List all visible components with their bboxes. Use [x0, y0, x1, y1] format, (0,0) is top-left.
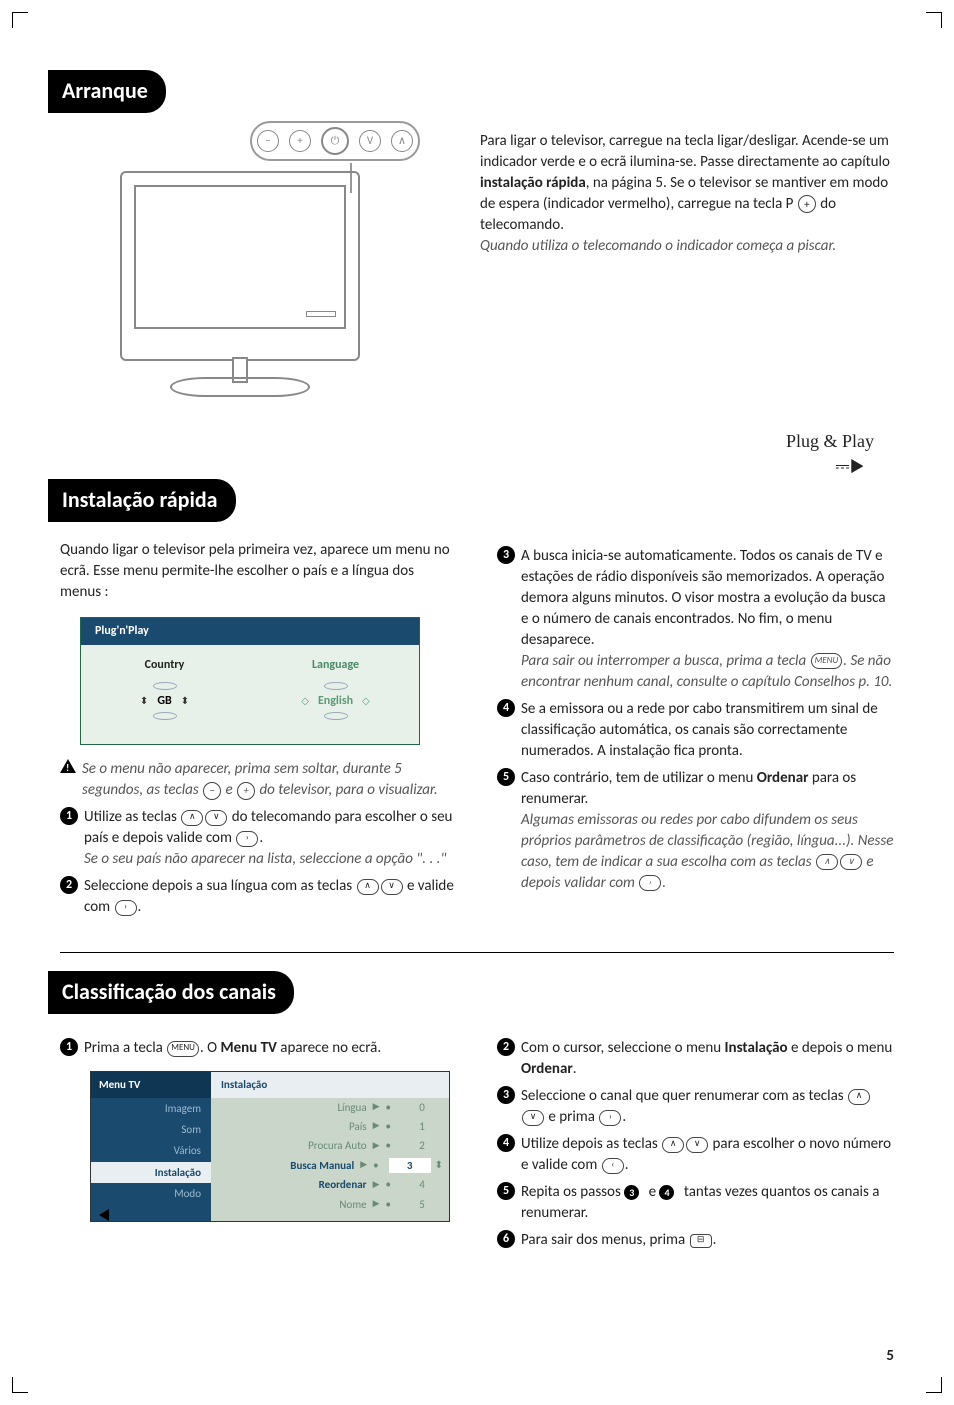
- menu-osd: Menu TV ImagemSomVáriosInstalaçãoModo In…: [90, 1071, 450, 1221]
- tv-btn-power: ⏻: [321, 127, 349, 155]
- tv-button-callout: − + ⏻ V ∧: [250, 121, 420, 161]
- menu-left-item: Instalação: [91, 1162, 211, 1183]
- crop-mark: [926, 1377, 942, 1393]
- step-num-2: 2: [497, 1038, 515, 1056]
- menu-arrow-icon: [99, 1209, 109, 1221]
- menu-row: Nome▶•5: [211, 1195, 449, 1214]
- classificacao-step1: 1 Prima a tecla MENU. O Menu TV aparece …: [60, 1038, 457, 1059]
- down-icon: ∨: [840, 854, 862, 870]
- section-title-instalacao: Instalação rápida: [48, 479, 236, 522]
- step-num-5: 5: [497, 768, 515, 786]
- page-number: 5: [886, 1346, 894, 1367]
- menu-left-item: Vários: [91, 1140, 211, 1161]
- step-num-1: 1: [60, 807, 78, 825]
- step-num-2: 2: [60, 876, 78, 894]
- section-title-classificacao: Classificação dos canais: [48, 971, 294, 1014]
- section-title-arranque: Arranque: [48, 70, 166, 113]
- crop-mark: [12, 12, 28, 28]
- up-icon: ∧: [816, 854, 838, 870]
- right-icon: ›: [115, 900, 137, 916]
- tv-btn-minus: −: [257, 130, 279, 152]
- step-num-6: 6: [497, 1230, 515, 1248]
- up-icon: ∧: [357, 879, 379, 895]
- osd-header: Plug'n'Play: [81, 618, 419, 645]
- menu-row: Língua▶•0: [211, 1098, 449, 1117]
- instalacao-warning: Se o menu não aparecer, prima sem soltar…: [60, 759, 457, 801]
- warning-icon: [60, 759, 76, 773]
- menu-left-header: Menu TV: [91, 1072, 211, 1097]
- right-icon: ›: [639, 875, 661, 891]
- ref-step4-icon: 4: [659, 1185, 674, 1200]
- right-icon: ›: [236, 831, 258, 847]
- down-icon: ∨: [686, 1137, 708, 1153]
- step-num-5: 5: [497, 1182, 515, 1200]
- minus-icon: −: [203, 782, 221, 800]
- down-icon: ∨: [522, 1110, 544, 1126]
- plug-icon: ⎓▶: [60, 454, 894, 479]
- menu-row: Busca Manual▶•3⬍: [211, 1156, 449, 1175]
- classificacao-step6: 6 Para sair dos menus, prima ⊟.: [497, 1230, 894, 1251]
- menu-icon: MENU: [811, 653, 843, 669]
- instalacao-step3: 3 A busca inicia-se automaticamente. Tod…: [497, 546, 894, 693]
- divider: [60, 952, 894, 953]
- menu-row: Reordenar▶•4: [211, 1175, 449, 1194]
- crop-mark: [926, 12, 942, 28]
- tv-btn-up: ∧: [391, 130, 413, 152]
- step-num-1: 1: [60, 1038, 78, 1056]
- step-num-4: 4: [497, 1134, 515, 1152]
- plug-and-play-label: Plug & Play: [60, 429, 894, 454]
- osd-country-value: GB: [137, 694, 192, 708]
- menu-left-item: Som: [91, 1119, 211, 1140]
- instalacao-step4: 4 Se a emissora ou a rede por cabo trans…: [497, 699, 894, 762]
- classificacao-step4: 4 Utilize depois as teclas ∧∨ para escol…: [497, 1134, 894, 1176]
- step-num-3: 3: [497, 1086, 515, 1104]
- classificacao-step3: 3 Seleccione o canal que quer renumerar …: [497, 1086, 894, 1128]
- menu-right-header: Instalação: [211, 1072, 449, 1097]
- crop-mark: [12, 1377, 28, 1393]
- classificacao-step2: 2 Com o cursor, seleccione o menu Instal…: [497, 1038, 894, 1080]
- up-icon: ∧: [848, 1089, 870, 1105]
- osd-country-label: Country: [99, 657, 230, 674]
- arranque-note: Quando utiliza o telecomando o indicador…: [480, 236, 894, 257]
- down-icon: ∨: [381, 879, 403, 895]
- instalacao-step5: 5 Caso contrário, tem de utilizar o menu…: [497, 768, 894, 894]
- osd-language-value: English: [298, 694, 373, 708]
- menu-row: Procura Auto▶•2: [211, 1136, 449, 1155]
- tv-btn-plus: +: [289, 130, 311, 152]
- right-icon: ›: [599, 1110, 621, 1126]
- up-icon: ∧: [181, 810, 203, 826]
- up-icon: ∧: [662, 1137, 684, 1153]
- left-icon: ‹: [602, 1158, 624, 1174]
- tv-btn-v: V: [359, 130, 381, 152]
- plus-icon: +: [798, 195, 816, 213]
- tv-illustration: − + ⏻ V ∧: [90, 141, 410, 401]
- instalacao-intro: Quando ligar o televisor pela primeira v…: [60, 540, 457, 603]
- osd-plugnplay: Plug'n'Play Country GB Language English: [80, 617, 420, 745]
- instalacao-step2: 2 Seleccione depois a sua língua com as …: [60, 876, 457, 918]
- plus-icon: +: [237, 782, 255, 800]
- instalacao-step1: 1 Utilize as teclas ∧∨ do telecomando pa…: [60, 807, 457, 870]
- osd-language-label: Language: [270, 657, 401, 674]
- menu-row: País▶•1: [211, 1117, 449, 1136]
- arranque-p1: Para ligar o televisor, carregue na tecl…: [480, 131, 894, 236]
- step-num-4: 4: [497, 699, 515, 717]
- ref-step3-icon: 3: [624, 1185, 639, 1200]
- exit-icon: ⊟: [690, 1234, 712, 1248]
- menu-left-item: Modo: [91, 1183, 211, 1204]
- down-icon: ∨: [205, 810, 227, 826]
- menu-left-item: Imagem: [91, 1098, 211, 1119]
- menu-icon: MENU: [167, 1041, 199, 1057]
- classificacao-step5: 5 Repita os passos 3 e 4 tantas vezes qu…: [497, 1182, 894, 1224]
- step-num-3: 3: [497, 546, 515, 564]
